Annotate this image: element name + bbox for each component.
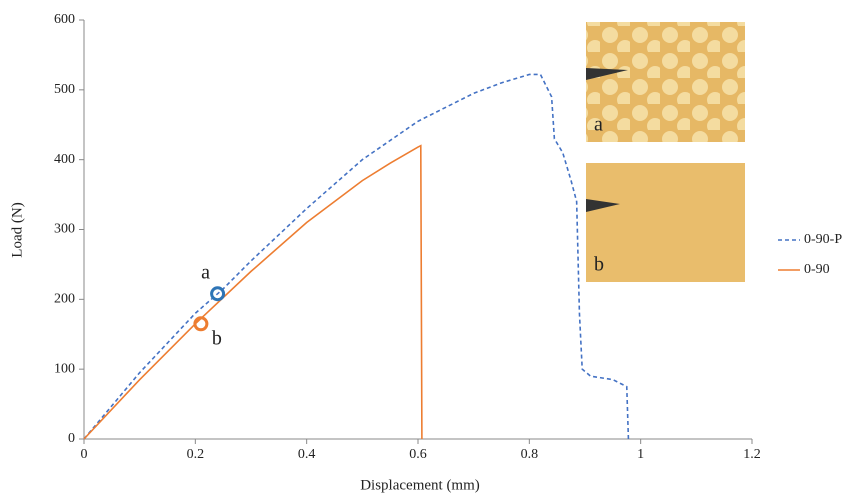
x-tick-label: 0.4 <box>298 447 316 462</box>
marker-label: b <box>212 327 222 349</box>
y-tick-label: 500 <box>54 82 75 97</box>
x-tick-label: 0.6 <box>409 447 427 462</box>
inset-image <box>586 22 745 142</box>
inset-label: b <box>594 254 604 276</box>
y-tick-label: 100 <box>54 361 75 376</box>
marker <box>193 316 209 332</box>
x-tick-label: 1 <box>637 447 644 462</box>
x-tick-label: 0 <box>81 447 88 462</box>
inset-label: a <box>594 114 603 136</box>
data-line <box>83 73 630 440</box>
x-tick-label: 0.8 <box>521 447 539 462</box>
y-tick-label: 400 <box>54 152 75 167</box>
y-tick-label: 300 <box>54 222 75 237</box>
x-tick-label: 1.2 <box>743 447 761 462</box>
inset-image <box>586 163 745 282</box>
marker <box>210 286 226 302</box>
y-axis-label: Load (N) <box>9 202 25 257</box>
x-axis-label: Displacement (mm) <box>360 477 480 493</box>
y-tick-label: 600 <box>54 12 75 27</box>
y-tick-label: 0 <box>68 431 75 446</box>
legend-label: 0-90 <box>804 262 830 277</box>
legend-label: 0-90-P <box>804 232 842 247</box>
probe <box>586 68 628 80</box>
x-tick-label: 0.2 <box>187 447 205 462</box>
probe <box>586 199 620 212</box>
y-tick-label: 200 <box>54 292 75 307</box>
marker-label: a <box>201 261 210 283</box>
data-line <box>83 144 423 440</box>
